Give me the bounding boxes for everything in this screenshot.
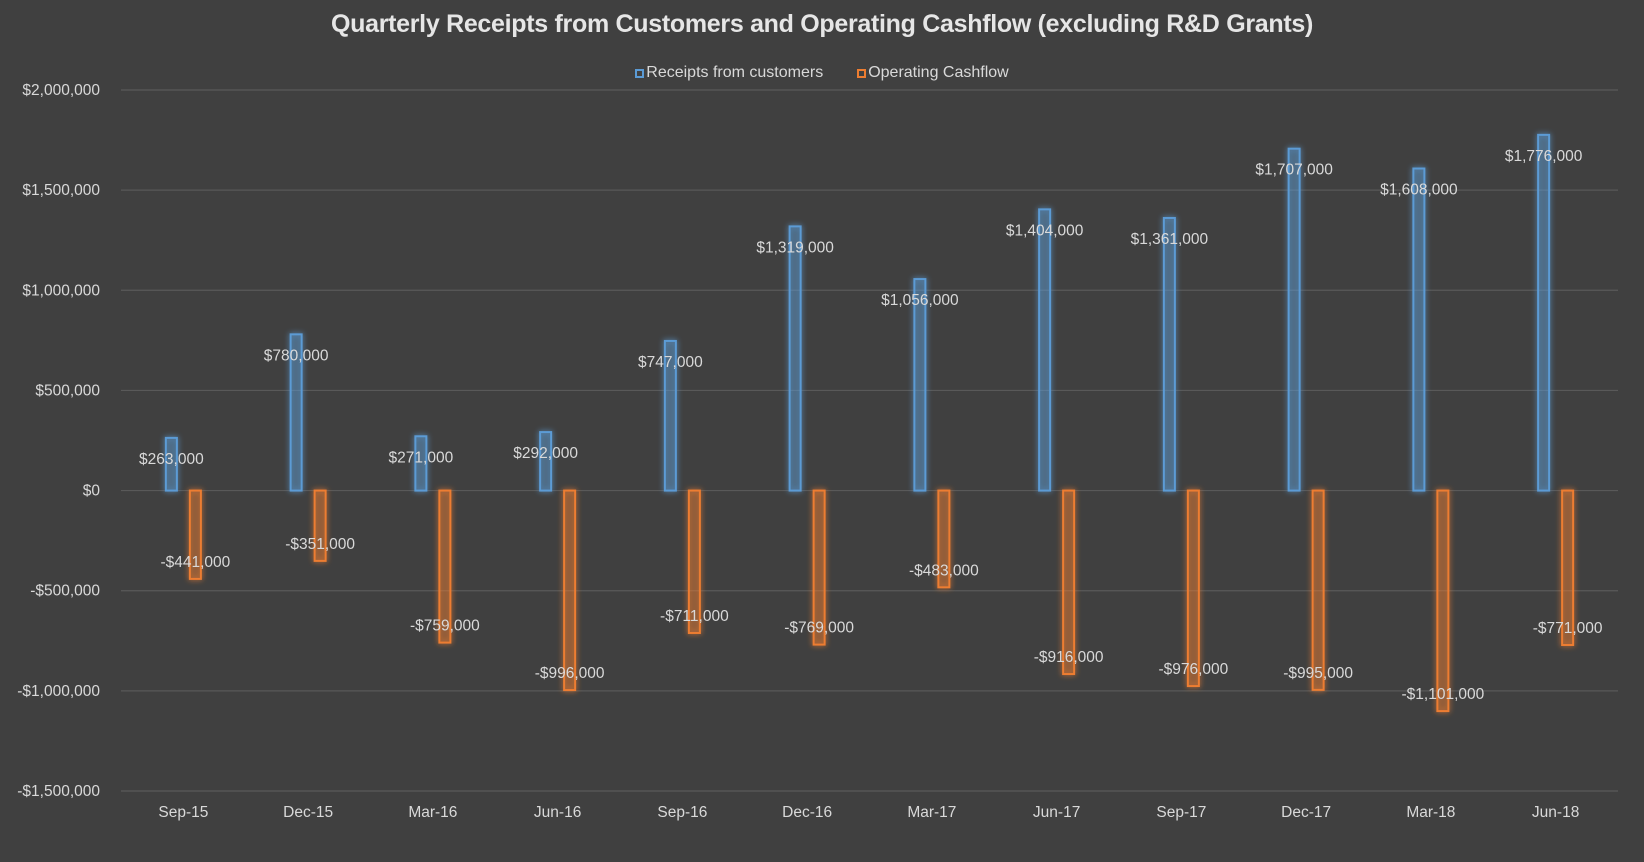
gridlines [121,89,1618,792]
x-tick-label: Sep-15 [158,804,208,821]
legend-label-receipts: Receipts from customers [646,64,824,81]
bar-receipts[interactable] [164,436,178,492]
data-label-receipts: $1,707,000 [1255,162,1333,179]
data-label-receipts: $292,000 [513,445,578,462]
y-tick-label: $1,500,000 [22,182,100,199]
data-label-receipts: $1,776,000 [1505,148,1583,165]
x-tick-label: Mar-16 [408,804,457,821]
x-tick-label: Mar-18 [1406,804,1455,821]
bar-receipts[interactable] [414,435,428,492]
x-axis-ticks: Sep-15 Dec-15 Mar-16 Jun-16 Sep-16 Dec-16 Mar-… [158,804,1579,821]
bar-operating-cashflow[interactable] [313,489,327,562]
bar-receipts[interactable] [913,278,927,492]
data-label-receipts: $1,319,000 [756,239,834,256]
y-tick-label: -$500,000 [30,583,100,600]
bar-operating-cashflow[interactable] [563,489,577,692]
legend-item-receipts[interactable]: Receipts from customers [635,64,823,82]
y-tick-label: $1,000,000 [22,282,100,299]
bar-operating-cashflow[interactable] [1062,489,1076,676]
chart-title: Quarterly Receipts from Customers and Op… [330,10,1314,38]
bar-operating-cashflow[interactable] [1436,489,1450,713]
bar-operating-cashflow[interactable] [687,489,701,634]
legend-item-operating-cashflow[interactable]: Operating Cashflow [857,64,1009,82]
bar-receipts[interactable] [1287,147,1301,492]
data-label-receipts: $1,404,000 [1006,222,1084,239]
bar-receipts[interactable] [289,333,303,492]
bar-receipts[interactable] [1412,167,1426,492]
bar-receipts[interactable] [1162,216,1176,492]
legend-swatch-receipts [635,68,645,78]
data-label-receipts: $780,000 [264,347,329,364]
data-label-receipts: $1,361,000 [1131,231,1209,248]
data-label-operating-cashflow: -$1,101,000 [1402,686,1485,703]
data-label-receipts: $747,000 [638,354,703,371]
data-label-receipts: $271,000 [389,449,454,466]
x-tick-label: Dec-17 [1281,804,1331,821]
data-labels: $263,000 $780,000 $271,000 $292,000 $747,000… [139,148,1603,703]
x-tick-label: Dec-15 [283,804,333,821]
y-tick-label: -$1,500,000 [17,783,100,800]
x-tick-label: Jun-18 [1532,804,1579,821]
bar-receipts[interactable] [1038,208,1052,492]
x-tick-label: Sep-17 [1156,804,1206,821]
bars [164,133,1575,713]
bar-operating-cashflow[interactable] [812,489,826,646]
x-tick-label: Jun-17 [1033,804,1080,821]
data-label-operating-cashflow: -$916,000 [1034,649,1104,666]
legend: Receipts from customers Operating Cashfl… [0,64,1644,82]
data-label-operating-cashflow: -$351,000 [285,536,355,553]
data-label-operating-cashflow: -$996,000 [535,665,605,682]
bar-receipts[interactable] [663,339,677,492]
bar-receipts[interactable] [788,225,802,492]
data-label-operating-cashflow: -$759,000 [410,618,480,635]
legend-label-operating-cashflow: Operating Cashflow [868,64,1009,81]
y-tick-label: $0 [83,483,101,500]
data-label-operating-cashflow: -$976,000 [1158,661,1228,678]
bar-operating-cashflow[interactable] [1311,489,1325,691]
data-label-receipts: $263,000 [139,451,204,468]
x-tick-label: Sep-16 [657,804,707,821]
data-label-operating-cashflow: -$771,000 [1533,620,1603,637]
data-label-operating-cashflow: -$769,000 [784,620,854,637]
legend-swatch-operating-cashflow [857,68,867,78]
y-axis-ticks: $2,000,000 $1,500,000 $1,000,000 $500,000 $0… [17,82,100,800]
data-label-operating-cashflow: -$995,000 [1283,665,1353,682]
bar-operating-cashflow[interactable] [188,489,202,580]
data-label-receipts: $1,608,000 [1380,182,1458,199]
x-tick-label: Dec-16 [782,804,832,821]
y-tick-label: -$1,000,000 [17,683,100,700]
bar-operating-cashflow[interactable] [438,489,452,644]
y-tick-label: $2,000,000 [22,82,100,99]
y-tick-label: $500,000 [35,382,100,399]
bar-operating-cashflow[interactable] [937,489,951,589]
x-tick-label: Mar-17 [907,804,956,821]
bar-receipts[interactable] [1537,133,1551,492]
bar-receipts[interactable] [539,431,553,492]
bar-operating-cashflow[interactable] [1186,489,1200,688]
data-label-operating-cashflow: -$483,000 [909,562,979,579]
data-label-operating-cashflow: -$711,000 [660,608,729,625]
data-label-receipts: $1,056,000 [881,292,959,309]
data-label-operating-cashflow: -$441,000 [160,554,230,571]
bar-operating-cashflow[interactable] [1561,489,1575,646]
x-tick-label: Jun-16 [534,804,581,821]
